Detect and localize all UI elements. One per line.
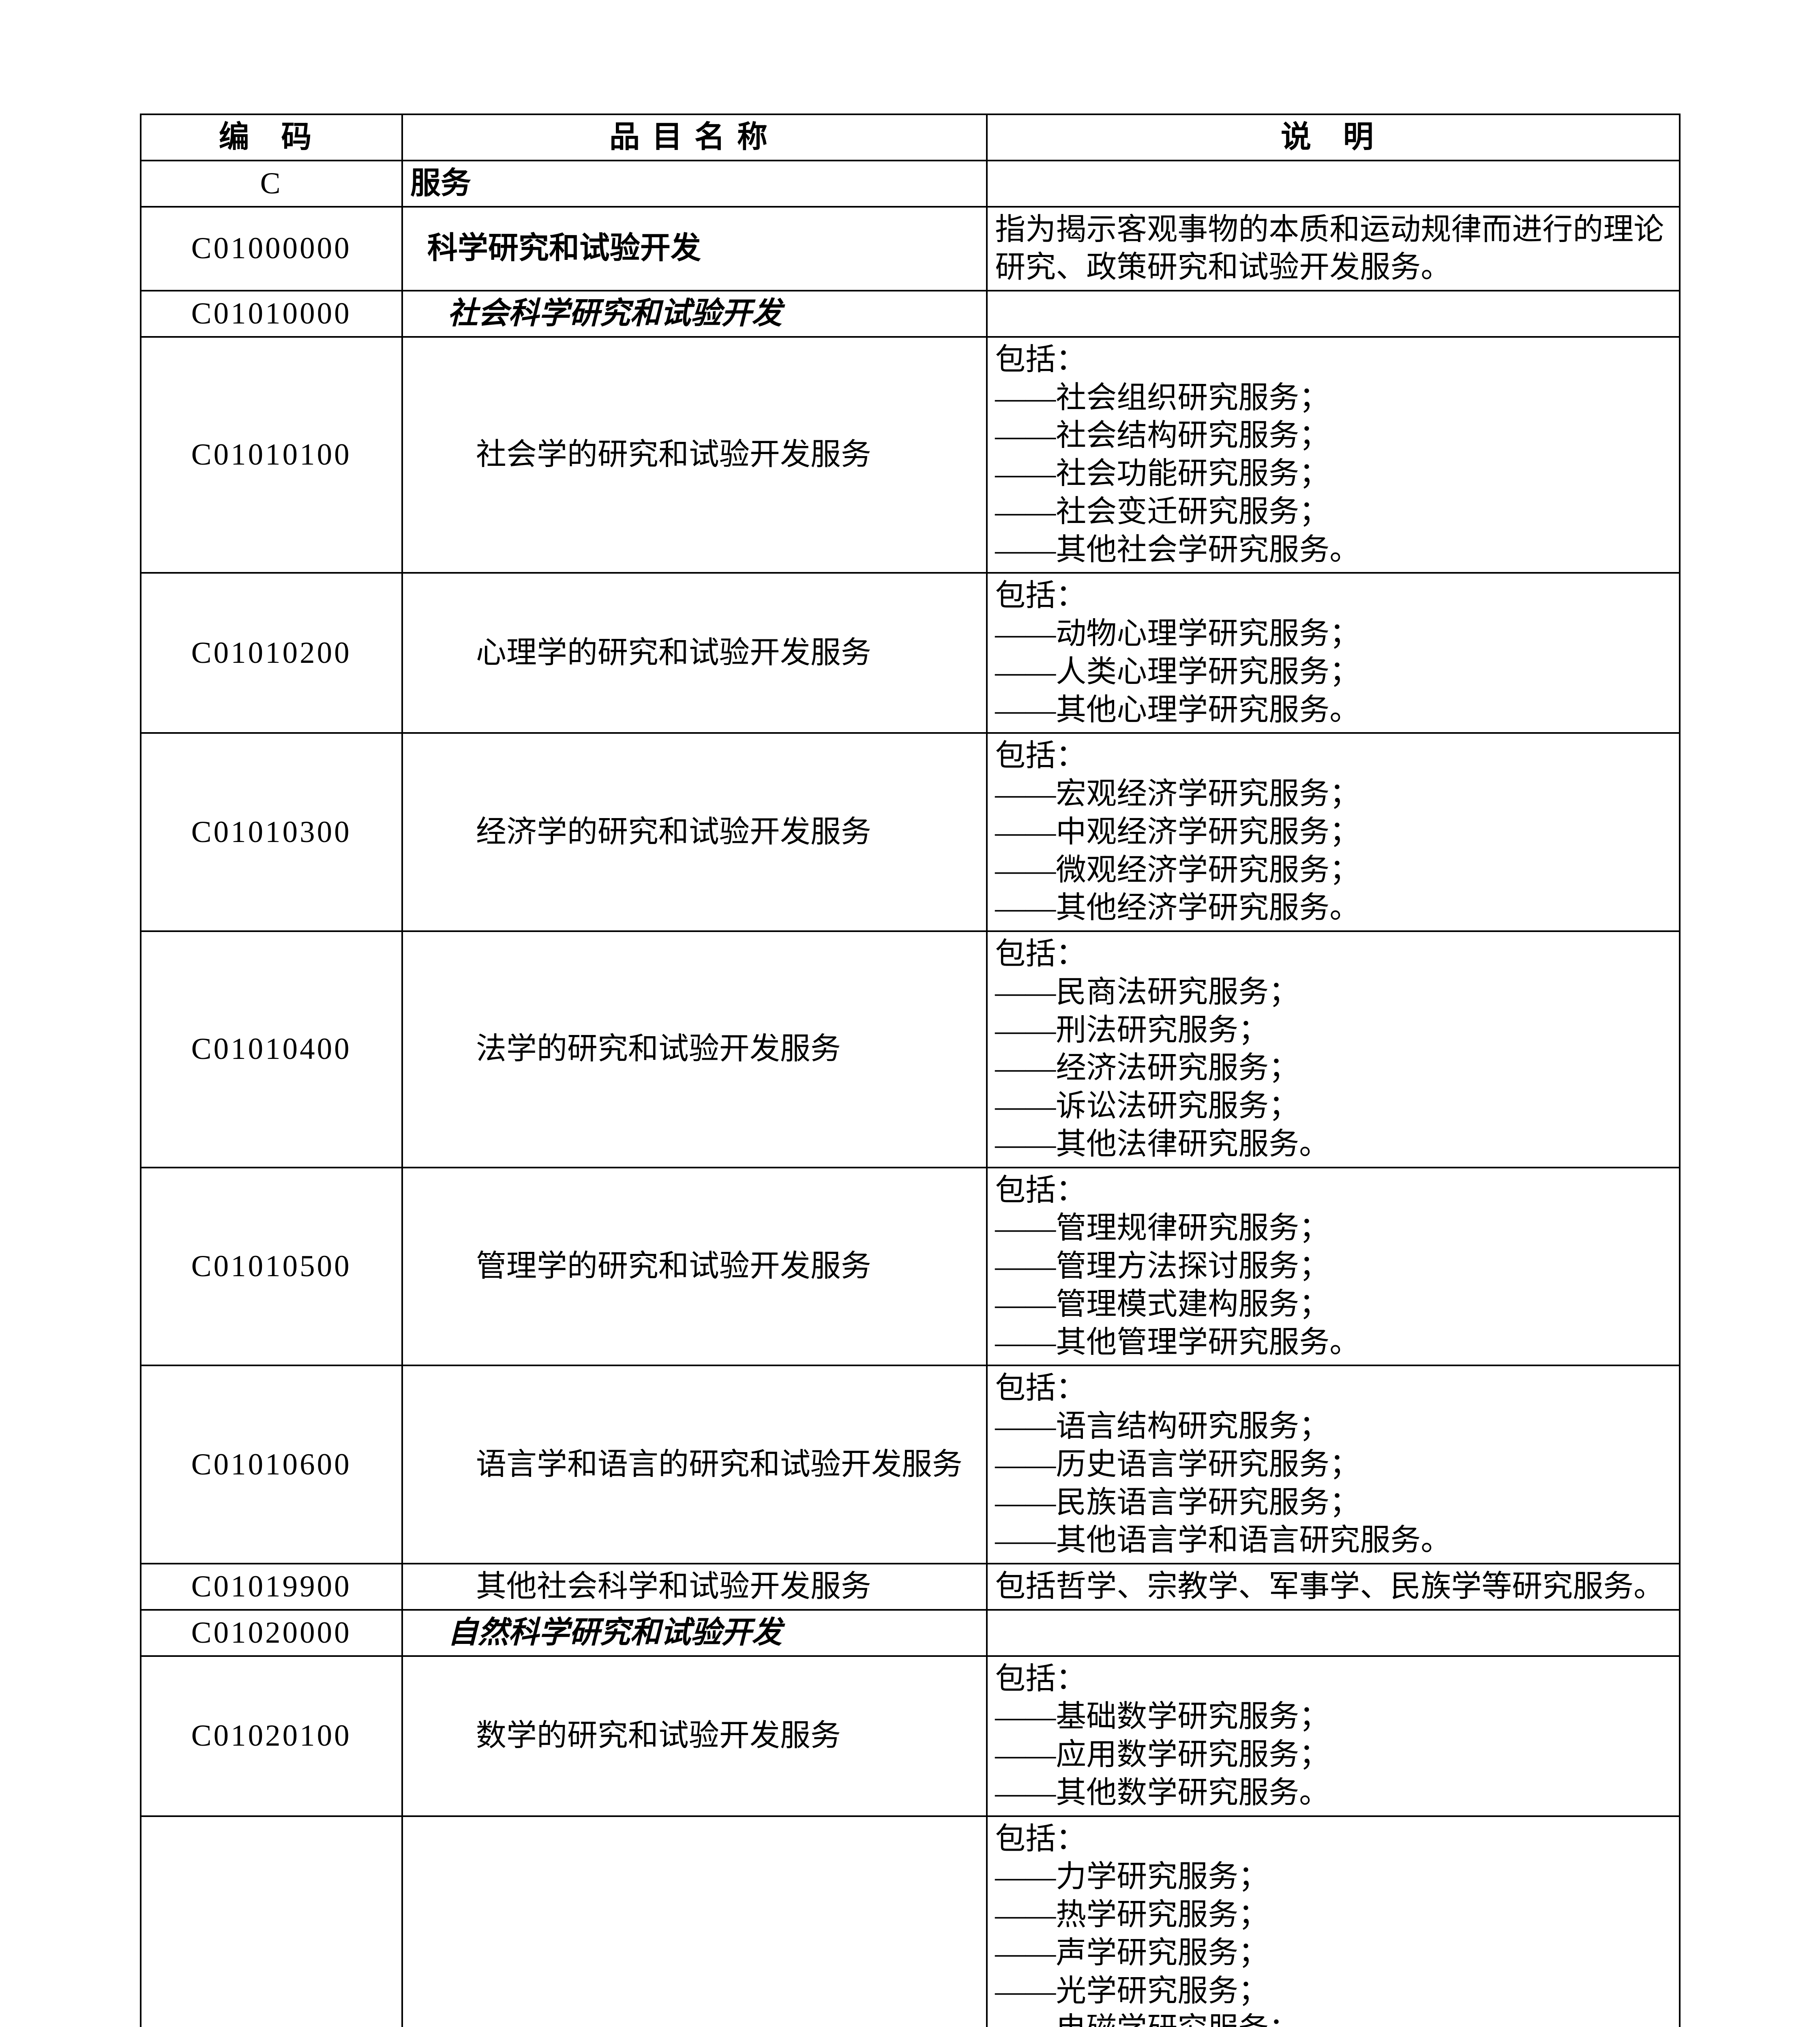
desc-cell: 包括： ——管理规律研究服务； ——管理方法探讨服务； ——管理模式建构服务； … [987,1168,1679,1366]
table-row: C01019900其他社会科学和试验开发服务包括哲学、宗教学、军事学、民族学等研… [141,1564,1680,1610]
name-cell: 服务 [402,161,987,207]
table-header-row: 编 码 品目名称 说 明 [141,114,1680,161]
header-desc: 说 明 [987,114,1679,161]
name-cell: 自然科学研究和试验开发 [402,1610,987,1656]
document-page: 编 码 品目名称 说 明 C服务C01000000科学研究和试验开发指为揭示客观… [140,114,1681,2027]
code-cell: C01019900 [141,1564,402,1610]
code-cell: C01010100 [141,337,402,573]
desc-cell: 包括： ——动物心理学研究服务； ——人类心理学研究服务； ——其他心理学研究服… [987,573,1679,733]
code-cell: C [141,161,402,207]
desc-cell: 指为揭示客观事物的本质和运动规律而进行的理论研究、政策研究和试验开发服务。 [987,207,1679,291]
table-row: C01010000社会科学研究和试验开发 [141,291,1680,337]
table-row: C01010300经济学的研究和试验开发服务包括： ——宏观经济学研究服务； —… [141,733,1680,931]
code-cell: C01020200 [141,1816,402,2027]
desc-cell: 包括： ——力学研究服务； ——热学研究服务； ——声学研究服务； ——光学研究… [987,1816,1679,2027]
name-cell: 物理学的研究和试验开发服务 [402,1816,987,2027]
desc-cell: 包括： ——语言结构研究服务； ——历史语言学研究服务； ——民族语言学研究服务… [987,1365,1679,1564]
header-code: 编 码 [141,114,402,161]
table-row: C服务 [141,161,1680,207]
code-cell: C01000000 [141,207,402,291]
code-cell: C01010000 [141,291,402,337]
name-cell: 数学的研究和试验开发服务 [402,1656,987,1816]
name-cell: 科学研究和试验开发 [402,207,987,291]
desc-cell: 包括： ——民商法研究服务； ——刑法研究服务； ——经济法研究服务； ——诉讼… [987,931,1679,1168]
table-row: C01000000科学研究和试验开发指为揭示客观事物的本质和运动规律而进行的理论… [141,207,1680,291]
table-row: C01010600语言学和语言的研究和试验开发服务包括： ——语言结构研究服务；… [141,1365,1680,1564]
name-cell: 法学的研究和试验开发服务 [402,931,987,1168]
header-name: 品目名称 [402,114,987,161]
name-cell: 其他社会科学和试验开发服务 [402,1564,987,1610]
code-cell: C01020100 [141,1656,402,1816]
name-cell: 心理学的研究和试验开发服务 [402,573,987,733]
code-cell: C01020000 [141,1610,402,1656]
table-row: C01020000自然科学研究和试验开发 [141,1610,1680,1656]
desc-cell [987,1610,1679,1656]
table-row: C01020100数学的研究和试验开发服务包括： ——基础数学研究服务； ——应… [141,1656,1680,1816]
name-cell: 社会学的研究和试验开发服务 [402,337,987,573]
desc-cell [987,161,1679,207]
table-body: C服务C01000000科学研究和试验开发指为揭示客观事物的本质和运动规律而进行… [141,161,1680,2027]
name-cell: 管理学的研究和试验开发服务 [402,1168,987,1366]
code-cell: C01010600 [141,1365,402,1564]
code-cell: C01010300 [141,733,402,931]
table-row: C01010500管理学的研究和试验开发服务包括： ——管理规律研究服务； ——… [141,1168,1680,1366]
table-row: C01010100社会学的研究和试验开发服务包括： ——社会组织研究服务； ——… [141,337,1680,573]
desc-cell: 包括： ——基础数学研究服务； ——应用数学研究服务； ——其他数学研究服务。 [987,1656,1679,1816]
table-row: C01010200心理学的研究和试验开发服务包括： ——动物心理学研究服务； —… [141,573,1680,733]
table-row: C01020200物理学的研究和试验开发服务包括： ——力学研究服务； ——热学… [141,1816,1680,2027]
desc-cell: 包括哲学、宗教学、军事学、民族学等研究服务。 [987,1564,1679,1610]
desc-cell: 包括： ——宏观经济学研究服务； ——中观经济学研究服务； ——微观经济学研究服… [987,733,1679,931]
desc-cell: 包括： ——社会组织研究服务； ——社会结构研究服务； ——社会功能研究服务； … [987,337,1679,573]
name-cell: 语言学和语言的研究和试验开发服务 [402,1365,987,1564]
classification-table: 编 码 品目名称 说 明 C服务C01000000科学研究和试验开发指为揭示客观… [140,114,1681,2027]
name-cell: 社会科学研究和试验开发 [402,291,987,337]
name-cell: 经济学的研究和试验开发服务 [402,733,987,931]
code-cell: C01010500 [141,1168,402,1366]
desc-cell [987,291,1679,337]
code-cell: C01010200 [141,573,402,733]
code-cell: C01010400 [141,931,402,1168]
table-row: C01010400法学的研究和试验开发服务包括： ——民商法研究服务； ——刑法… [141,931,1680,1168]
